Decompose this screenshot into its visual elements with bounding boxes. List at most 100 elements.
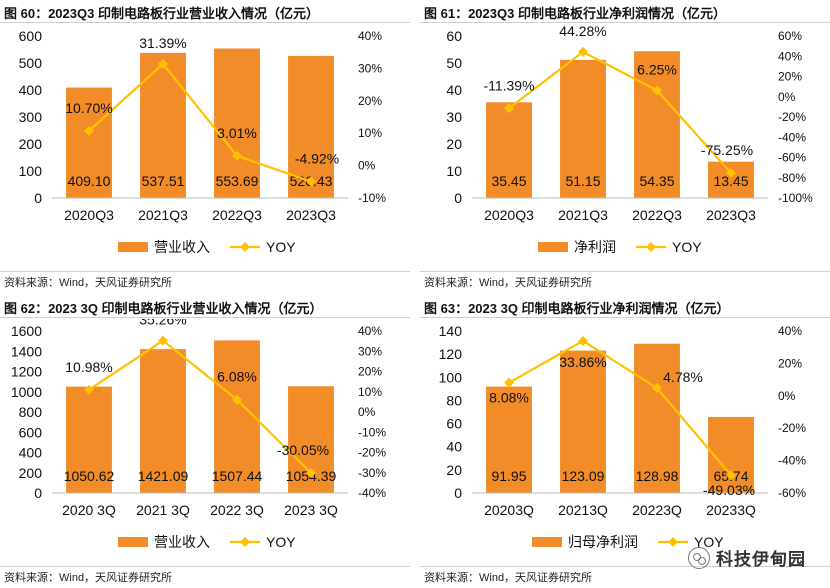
y2-axis-tick-label: 20% xyxy=(778,356,802,370)
x-axis-tick-label: 2021Q3 xyxy=(138,207,188,223)
legend-label: YOY xyxy=(694,534,724,550)
y2-axis-tick-label: 40% xyxy=(778,324,802,338)
x-axis-tick-label: 20233Q xyxy=(706,502,756,518)
yoy-marker xyxy=(726,470,736,481)
bar-value-label: 1507.44 xyxy=(212,468,263,484)
legend-label: YOY xyxy=(266,239,296,255)
yoy-value-label: 4.78% xyxy=(663,369,703,385)
y2-axis-tick-label: -20% xyxy=(778,421,806,435)
y-axis-tick-label: 100 xyxy=(19,163,43,179)
x-axis-tick-label: 2023 3Q xyxy=(284,502,338,518)
legend-label: 营业收入 xyxy=(154,239,210,255)
yoy-marker xyxy=(578,46,588,57)
y-axis-tick-label: 0 xyxy=(454,190,462,206)
y2-axis-tick-label: 10% xyxy=(358,126,382,140)
y2-axis-tick-label: -40% xyxy=(358,486,386,500)
bar xyxy=(66,386,112,493)
y2-axis-tick-label: -40% xyxy=(778,454,806,468)
yoy-marker xyxy=(306,467,316,478)
bar-value-label: 1050.62 xyxy=(64,468,115,484)
y2-axis-tick-label: 20% xyxy=(358,94,382,108)
y-axis-tick-label: 0 xyxy=(454,485,462,501)
chart-title: 图 60：2023Q3 印制电路板行业营业收入情况（亿元） xyxy=(4,6,319,21)
legend-label: 归母净利润 xyxy=(568,534,638,550)
legend-swatch-bar xyxy=(118,242,148,252)
bar xyxy=(486,386,532,493)
legend-swatch-marker xyxy=(240,242,250,252)
yoy-marker xyxy=(232,150,242,161)
yoy-value-label: 3.01% xyxy=(217,125,257,141)
y-axis-tick-label: 40 xyxy=(446,82,462,98)
yoy-marker xyxy=(652,383,662,394)
chart-source: 资料来源：Wind，天风证券研究所 xyxy=(424,277,593,289)
bar xyxy=(66,87,112,198)
x-axis-tick-label: 2021Q3 xyxy=(558,207,608,223)
y-axis-tick-label: 600 xyxy=(19,28,43,44)
y-axis-tick-label: 140 xyxy=(439,323,463,339)
x-axis-tick-label: 2022Q3 xyxy=(632,207,682,223)
watermark: 科技伊甸园 xyxy=(688,545,806,570)
y-axis-tick-label: 600 xyxy=(19,424,43,440)
chart-header: 图 63：2023 3Q 印制电路板行业净利润情况（亿元） xyxy=(420,295,830,318)
bar-value-label: 35.45 xyxy=(491,173,526,189)
yoy-marker xyxy=(306,176,316,187)
chart-title: 图 61：2023Q3 印制电路板行业净利润情况（亿元） xyxy=(424,6,726,21)
wechat-icon xyxy=(688,546,710,569)
y2-axis-tick-label: 40% xyxy=(778,49,802,63)
x-axis-tick-label: 2022 3Q xyxy=(210,502,264,518)
x-axis-tick-label: 2023Q3 xyxy=(706,207,756,223)
y-axis-tick-label: 40 xyxy=(446,439,462,455)
divider xyxy=(420,271,830,272)
x-axis-tick-label: 20223Q xyxy=(632,502,682,518)
bar xyxy=(634,343,680,493)
y2-axis-tick-label: -30% xyxy=(358,466,386,480)
y-axis-tick-label: 0 xyxy=(34,190,42,206)
y-axis-tick-label: 0 xyxy=(34,485,42,501)
chart-title: 图 62：2023 3Q 印制电路板行业营业收入情况（亿元） xyxy=(4,301,323,316)
chart-source: 资料来源：Wind，天风证券研究所 xyxy=(4,277,173,289)
y-axis-tick-label: 60 xyxy=(446,28,462,44)
chart-panel-60: 图 60：2023Q3 印制电路板行业营业收入情况（亿元） 0 100 200 300… xyxy=(0,0,410,290)
bar-value-label: 553.69 xyxy=(216,173,259,189)
yoy-value-label: 8.08% xyxy=(489,390,529,406)
bar xyxy=(708,416,754,493)
y2-axis-tick-label: 40% xyxy=(358,324,382,338)
y2-axis-tick-label: -60% xyxy=(778,151,806,165)
chart-source: 资料来源：Wind，天风证券研究所 xyxy=(424,572,593,584)
chart-source: 资料来源：Wind，天风证券研究所 xyxy=(4,572,173,584)
y2-axis-tick-label: -60% xyxy=(778,486,806,500)
x-axis-tick-label: 2023Q3 xyxy=(286,207,336,223)
yoy-value-label: 6.25% xyxy=(637,61,677,77)
y-axis-tick-label: 100 xyxy=(439,369,463,385)
y2-axis-tick-label: 0% xyxy=(778,90,796,104)
y-axis-tick-label: 400 xyxy=(19,445,43,461)
yoy-marker xyxy=(158,58,168,69)
yoy-marker xyxy=(84,384,94,395)
yoy-marker xyxy=(504,103,514,114)
y2-axis-tick-label: -20% xyxy=(778,110,806,124)
x-axis-tick-label: 20213Q xyxy=(558,502,608,518)
y2-axis-tick-label: 0% xyxy=(778,389,796,403)
y-axis-tick-label: 50 xyxy=(446,55,462,71)
x-axis-tick-label: 2020 3Q xyxy=(62,502,116,518)
yoy-marker xyxy=(504,377,514,388)
y-axis-tick-label: 200 xyxy=(19,465,43,481)
bar xyxy=(214,340,260,493)
bar-value-label: 51.15 xyxy=(565,173,600,189)
y2-axis-tick-label: 60% xyxy=(778,29,802,43)
y2-axis-tick-label: 0% xyxy=(358,405,376,419)
yoy-marker xyxy=(158,335,168,346)
bar xyxy=(288,55,334,199)
bar-value-label: 91.95 xyxy=(491,468,526,484)
chart-60: 0 100 200 300 400 500 600 -10% 0% 10% 20% 30% 40% 409… xyxy=(19,28,387,255)
y-axis-tick-label: 1400 xyxy=(11,343,42,359)
legend-swatch-bar xyxy=(118,537,148,547)
yoy-value-label: -49.03% xyxy=(703,482,755,498)
divider xyxy=(0,271,410,272)
x-axis-tick-label: 20203Q xyxy=(484,502,534,518)
x-axis-tick-label: 2020Q3 xyxy=(484,207,534,223)
bar xyxy=(140,349,186,493)
legend-label: YOY xyxy=(672,239,702,255)
yoy-value-label: 6.08% xyxy=(217,369,257,385)
legend-swatch-marker xyxy=(646,242,656,252)
